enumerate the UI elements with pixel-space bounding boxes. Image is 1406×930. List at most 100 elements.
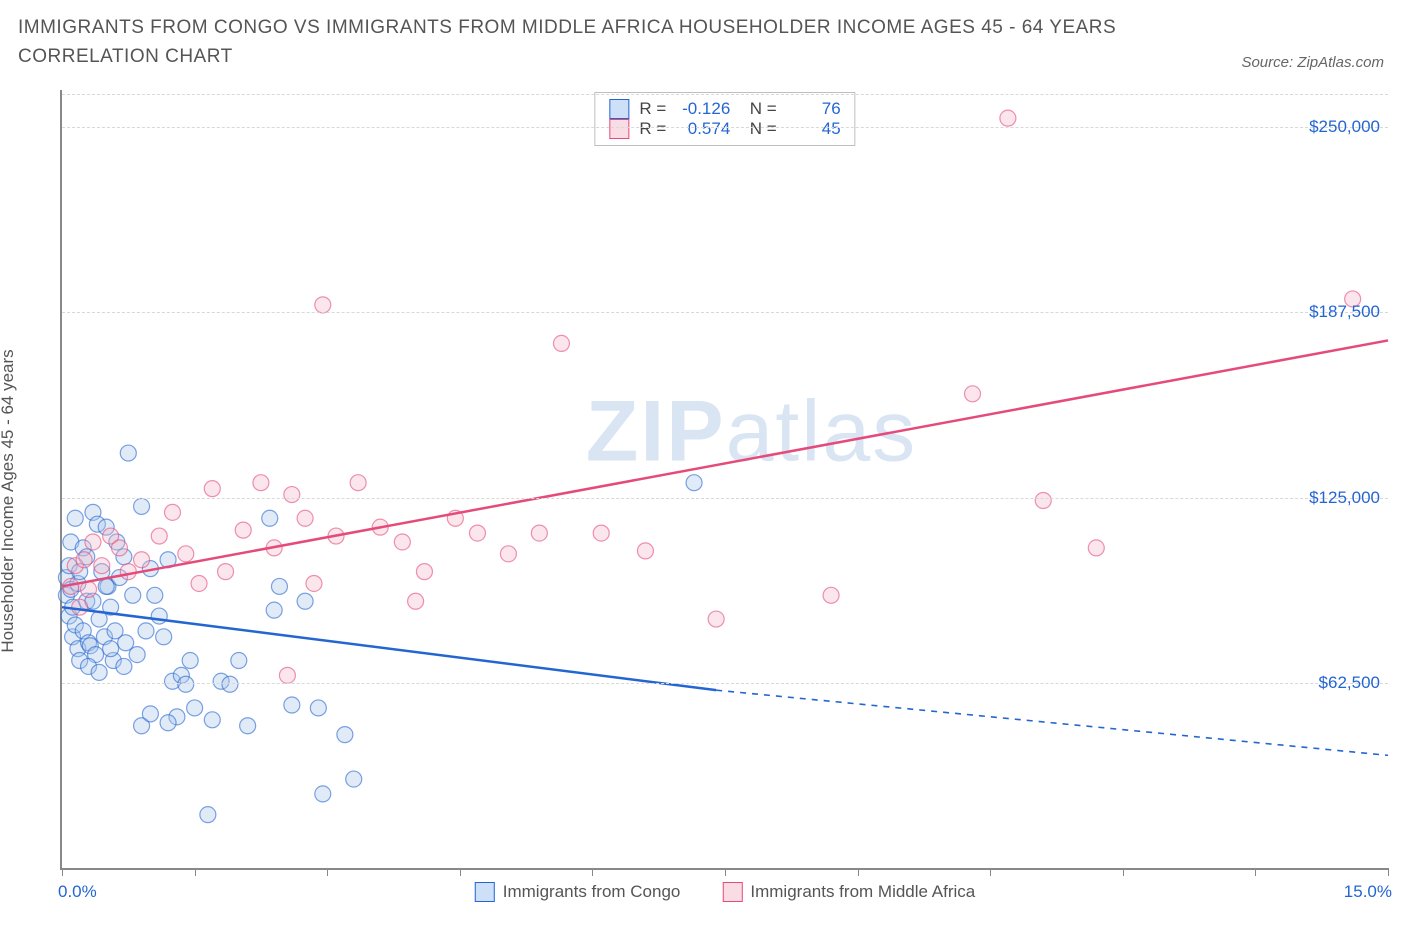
plot-area: ZIPatlas R = -0.126 N = 76 R = 0.574 N =… xyxy=(60,90,1388,870)
x-axis-min-label: 0.0% xyxy=(58,882,97,902)
x-tick xyxy=(1388,868,1389,876)
scatter-point xyxy=(178,676,194,692)
scatter-point xyxy=(284,697,300,713)
regression-line xyxy=(62,607,716,690)
scatter-point xyxy=(823,587,839,603)
scatter-point xyxy=(310,700,326,716)
scatter-point xyxy=(637,543,653,559)
y-axis-label: Householder Income Ages 45 - 64 years xyxy=(0,349,18,652)
stats-legend: R = -0.126 N = 76 R = 0.574 N = 45 xyxy=(594,92,855,146)
plot-svg xyxy=(62,90,1388,868)
scatter-point xyxy=(1000,110,1016,126)
scatter-point xyxy=(134,498,150,514)
scatter-point xyxy=(279,667,295,683)
scatter-point xyxy=(111,540,127,556)
scatter-point xyxy=(103,641,119,657)
scatter-point xyxy=(284,487,300,503)
scatter-point xyxy=(182,653,198,669)
legend-item-0: Immigrants from Congo xyxy=(475,882,681,902)
stats-r-label: R = xyxy=(639,99,666,119)
legend-item-1: Immigrants from Middle Africa xyxy=(722,882,975,902)
scatter-point xyxy=(337,727,353,743)
scatter-point xyxy=(165,504,181,520)
scatter-point xyxy=(531,525,547,541)
scatter-point xyxy=(500,546,516,562)
scatter-point xyxy=(469,525,485,541)
scatter-point xyxy=(593,525,609,541)
bottom-legend: Immigrants from Congo Immigrants from Mi… xyxy=(475,882,975,902)
x-tick xyxy=(858,868,859,876)
x-tick xyxy=(62,868,63,876)
scatter-point xyxy=(160,715,176,731)
x-tick xyxy=(592,868,593,876)
scatter-point xyxy=(553,335,569,351)
gridline-h xyxy=(62,683,1388,684)
scatter-point xyxy=(76,552,92,568)
scatter-point xyxy=(200,807,216,823)
scatter-point xyxy=(686,475,702,491)
scatter-point xyxy=(147,587,163,603)
gridline-h xyxy=(62,127,1388,128)
scatter-point xyxy=(394,534,410,550)
scatter-point xyxy=(271,578,287,594)
scatter-point xyxy=(253,475,269,491)
stats-r-1: 0.574 xyxy=(676,119,730,139)
scatter-point xyxy=(120,564,136,580)
scatter-point xyxy=(346,771,362,787)
x-tick xyxy=(990,868,991,876)
gridline-h xyxy=(62,498,1388,499)
source-label: Source: ZipAtlas.com xyxy=(1241,54,1384,71)
scatter-point xyxy=(231,653,247,669)
scatter-point xyxy=(187,700,203,716)
stats-n-0: 76 xyxy=(787,99,841,119)
gridline-h xyxy=(62,94,1388,95)
scatter-point xyxy=(125,587,141,603)
x-tick xyxy=(327,868,328,876)
scatter-point xyxy=(416,564,432,580)
y-tick-label: $250,000 xyxy=(1309,117,1380,137)
chart-container: Householder Income Ages 45 - 64 years ZI… xyxy=(18,90,1388,912)
scatter-point xyxy=(204,712,220,728)
scatter-point xyxy=(151,528,167,544)
stats-n-label: N = xyxy=(740,119,776,139)
scatter-point xyxy=(306,575,322,591)
gridline-h xyxy=(62,312,1388,313)
scatter-point xyxy=(142,706,158,722)
scatter-point xyxy=(120,445,136,461)
scatter-point xyxy=(315,786,331,802)
scatter-point xyxy=(1088,540,1104,556)
scatter-point xyxy=(116,658,132,674)
legend-label-1: Immigrants from Middle Africa xyxy=(750,882,975,902)
scatter-point xyxy=(91,664,107,680)
scatter-point xyxy=(240,718,256,734)
legend-swatch-1 xyxy=(722,882,742,902)
scatter-point xyxy=(350,475,366,491)
scatter-point xyxy=(107,623,123,639)
x-tick xyxy=(1123,868,1124,876)
scatter-point xyxy=(151,608,167,624)
scatter-point xyxy=(72,599,88,615)
chart-title: IMMIGRANTS FROM CONGO VS IMMIGRANTS FROM… xyxy=(18,14,1206,71)
scatter-point xyxy=(129,647,145,663)
scatter-point xyxy=(218,564,234,580)
x-tick xyxy=(195,868,196,876)
scatter-point xyxy=(235,522,251,538)
scatter-point xyxy=(156,629,172,645)
legend-label-0: Immigrants from Congo xyxy=(503,882,681,902)
scatter-point xyxy=(134,552,150,568)
stats-swatch-0 xyxy=(609,99,629,119)
x-tick xyxy=(1255,868,1256,876)
stats-swatch-1 xyxy=(609,119,629,139)
scatter-point xyxy=(191,575,207,591)
scatter-point xyxy=(965,386,981,402)
stats-r-0: -0.126 xyxy=(676,99,730,119)
scatter-point xyxy=(85,534,101,550)
scatter-point xyxy=(222,676,238,692)
scatter-point xyxy=(315,297,331,313)
y-tick-label: $125,000 xyxy=(1309,488,1380,508)
scatter-point xyxy=(708,611,724,627)
scatter-point xyxy=(98,578,114,594)
stats-row-0: R = -0.126 N = 76 xyxy=(609,99,840,119)
stats-n-label: N = xyxy=(740,99,776,119)
scatter-point xyxy=(178,546,194,562)
